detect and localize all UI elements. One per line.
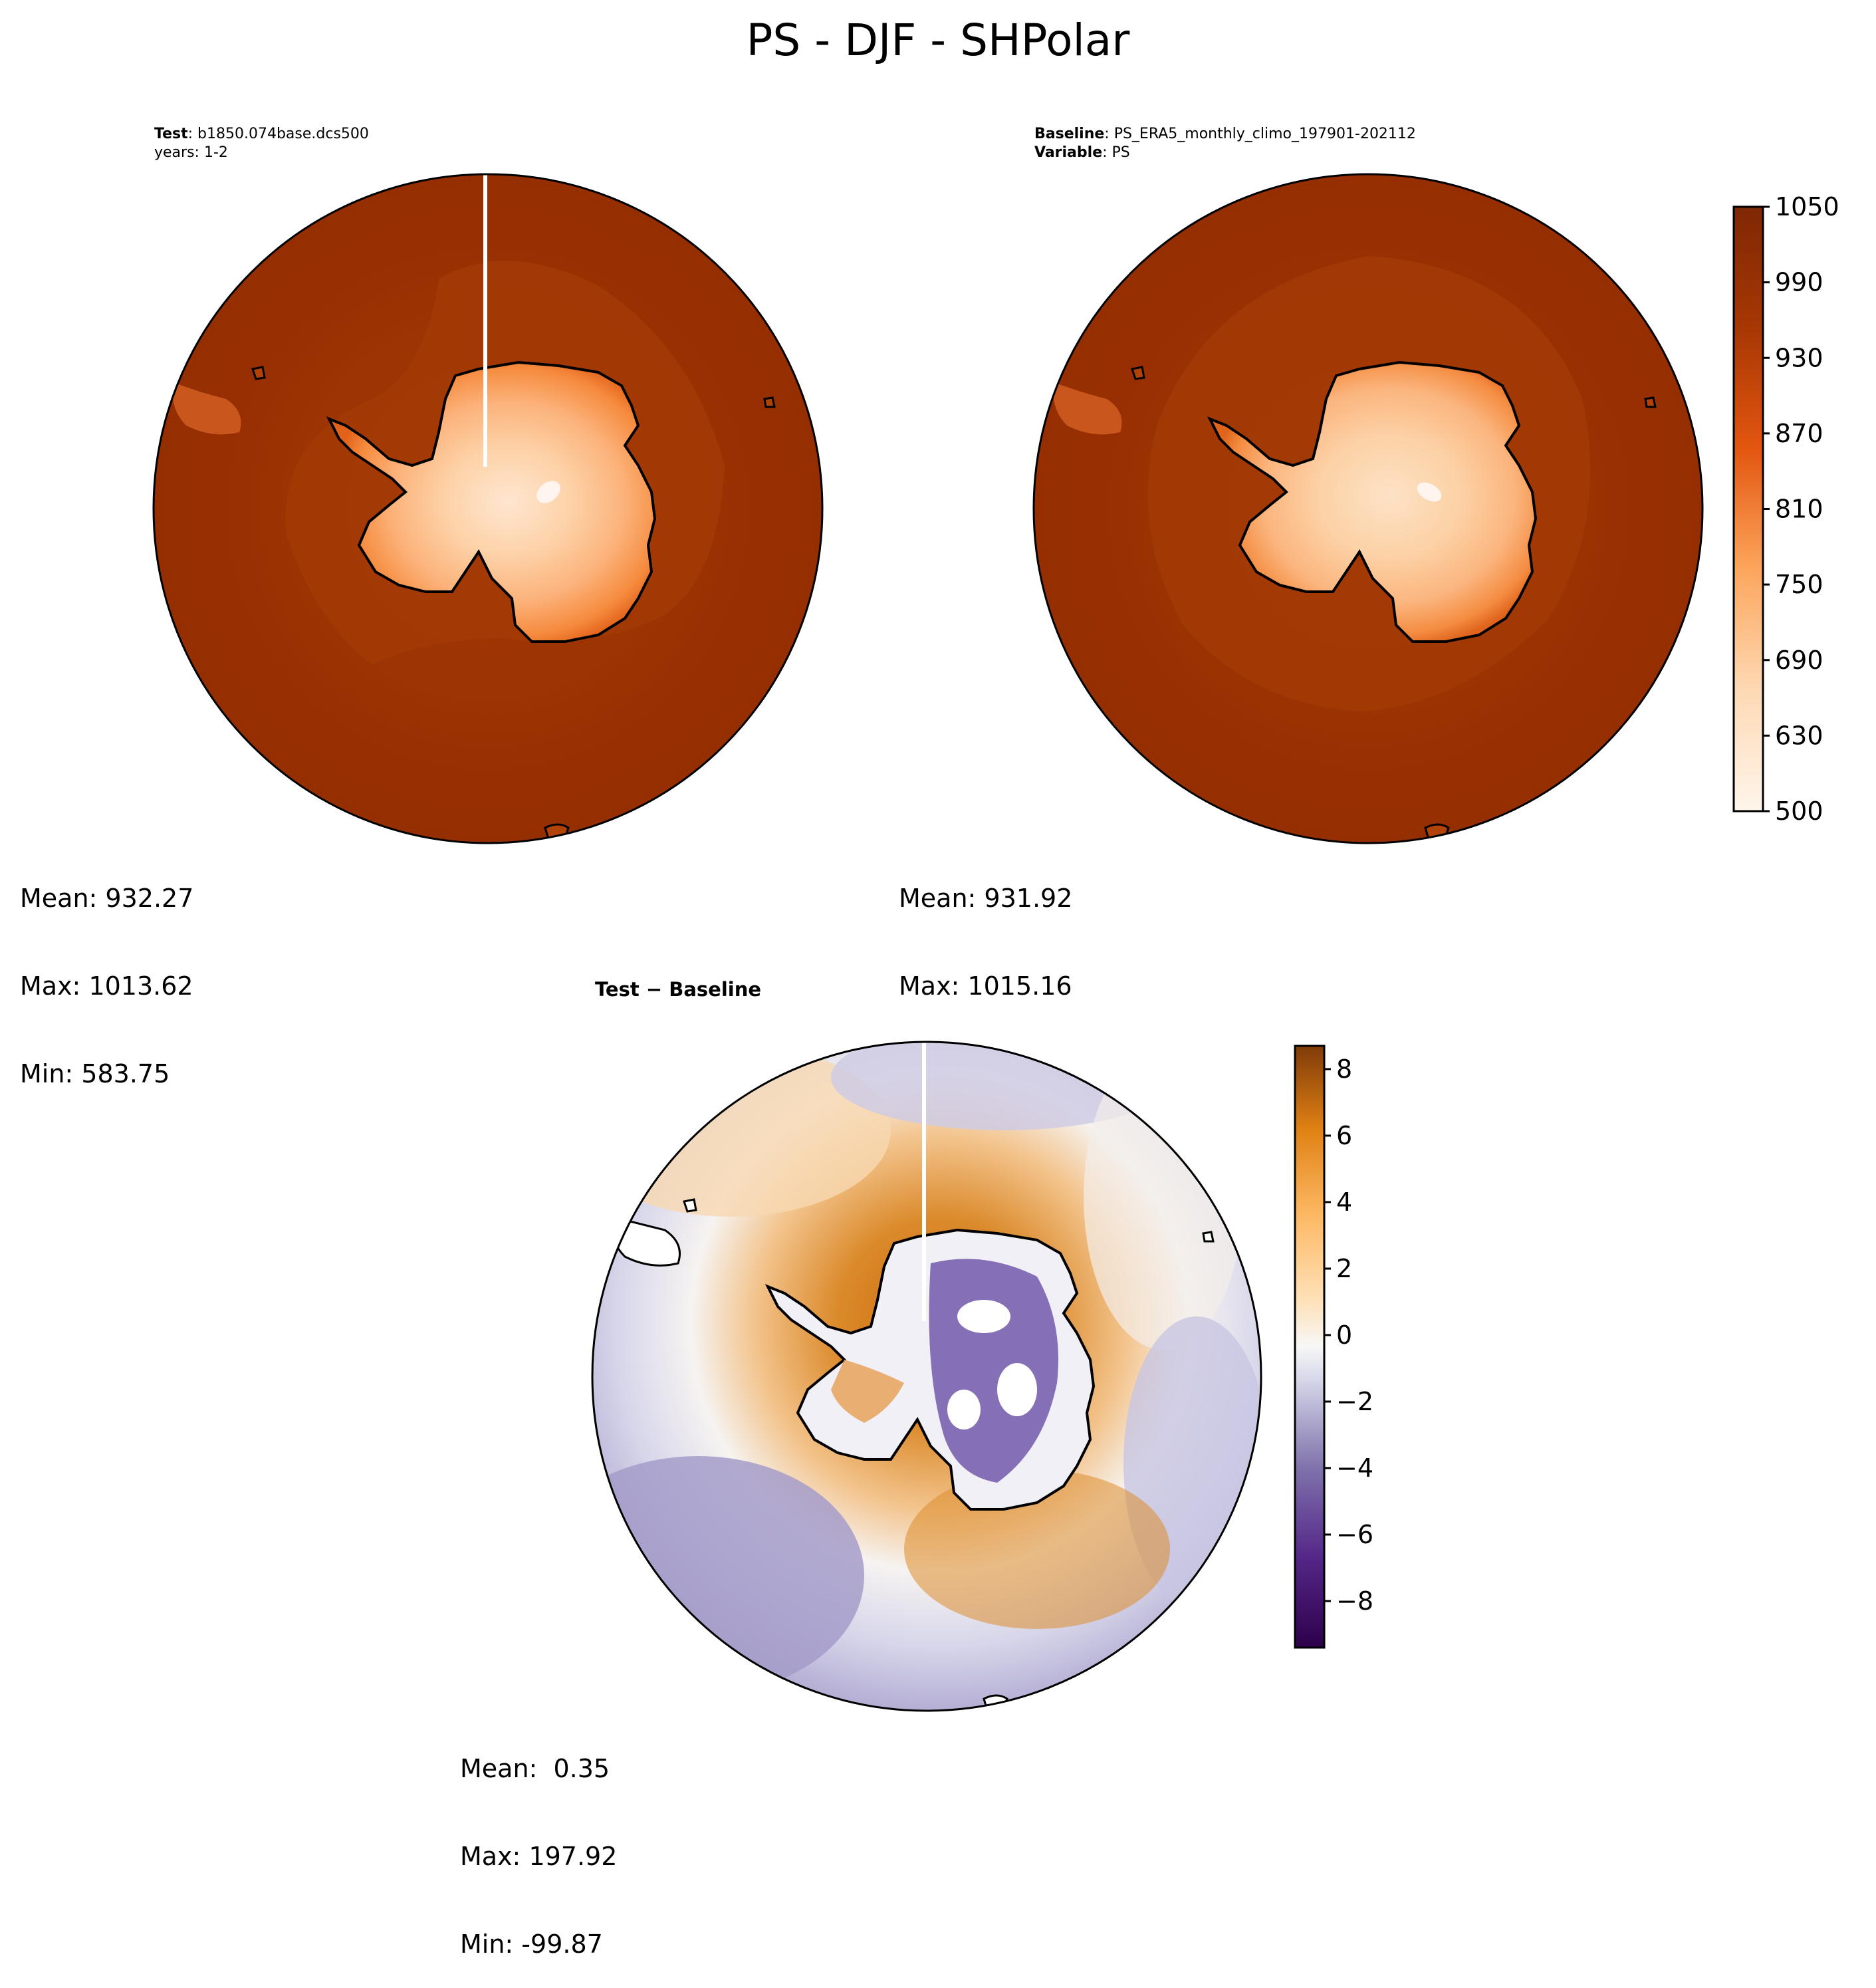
- baseline-map: [1034, 174, 1702, 843]
- test-years: years: 1-2: [154, 144, 228, 161]
- baseline-map-border: [1032, 173, 1704, 844]
- diff-map-border: [591, 1041, 1262, 1712]
- diff-colorbar-tick-label: −6: [1336, 1520, 1373, 1549]
- ps-colorbar-tick-label: 930: [1775, 343, 1823, 372]
- baseline-header: Baseline: PS_ERA5_monthly_climo_197901-2…: [1034, 125, 1416, 162]
- test-max: Max: 1013.62: [20, 971, 193, 1001]
- diff-colorbar-tick-label: 0: [1336, 1320, 1352, 1350]
- diff-max: Max: 197.92: [460, 1842, 618, 1871]
- ps-colorbar-tick-label: 630: [1775, 721, 1823, 750]
- ps-colorbar-tick-label: 1050: [1775, 192, 1839, 221]
- ps-colorbar-ticks: 500 630 690 750 810 870 930 990 1050: [1763, 192, 1839, 826]
- diff-colorbar-tick-label: 6: [1336, 1121, 1352, 1150]
- baseline-mean: Mean: 931.92: [899, 884, 1073, 913]
- diff-map: [592, 1042, 1261, 1711]
- diff-colorbar-tick-label: −4: [1336, 1453, 1373, 1483]
- variable-header-value: : PS: [1102, 144, 1130, 161]
- ps-colorbar-tick-label: 870: [1775, 419, 1823, 448]
- ps-colorbar-tick-label: 990: [1775, 268, 1823, 297]
- figure-canvas: 500 630 690 750 810 870 930 990 1050 8 6 4 2 0 −2 −4 −6…: [152, 173, 1839, 1712]
- ps-colorbar-tick-label: 690: [1775, 646, 1823, 675]
- variable-header-label: Variable: [1034, 144, 1103, 161]
- diff-colorbar-tick-label: 8: [1336, 1055, 1352, 1084]
- diff-colorbar-tick-label: 2: [1336, 1254, 1352, 1283]
- diff-colorbar-tick-label: 4: [1336, 1187, 1352, 1217]
- diff-header-label: Test − Baseline: [595, 978, 762, 1001]
- test-map-border: [152, 173, 824, 844]
- ps-colorbar: [1732, 205, 1764, 812]
- test-header-value: : b1850.074base.dcs500: [187, 126, 369, 142]
- test-map: [154, 174, 822, 843]
- diff-header: Test − Baseline: [595, 980, 761, 999]
- ps-colorbar-tick-label: 500: [1775, 797, 1823, 826]
- diff-colorbar: [1294, 1045, 1326, 1649]
- diff-min: Min: -99.87: [460, 1929, 603, 1959]
- ps-colorbar-tick-label: 810: [1775, 495, 1823, 524]
- baseline-header-value: : PS_ERA5_monthly_climo_197901-202112: [1104, 126, 1416, 142]
- test-header-label: Test: [154, 126, 188, 142]
- baseline-header-label: Baseline: [1034, 126, 1105, 142]
- test-header: Test: b1850.074base.dcs500 years: 1-2: [154, 125, 369, 162]
- diff-colorbar-tick-label: −8: [1336, 1586, 1373, 1616]
- figure-title: PS - DJF - SHPolar: [746, 15, 1130, 66]
- test-stats: Mean: 932.27 Max: 1013.62 Min: 583.75: [20, 825, 193, 1118]
- baseline-max: Max: 1015.16: [899, 971, 1072, 1001]
- diff-colorbar-tick-label: −2: [1336, 1387, 1373, 1416]
- test-mean: Mean: 932.27: [20, 884, 194, 913]
- diff-colorbar-ticks: 8 6 4 2 0 −2 −4 −6 −8: [1324, 1055, 1373, 1616]
- ps-colorbar-tick-label: 750: [1775, 570, 1823, 599]
- test-min: Min: 583.75: [20, 1059, 170, 1088]
